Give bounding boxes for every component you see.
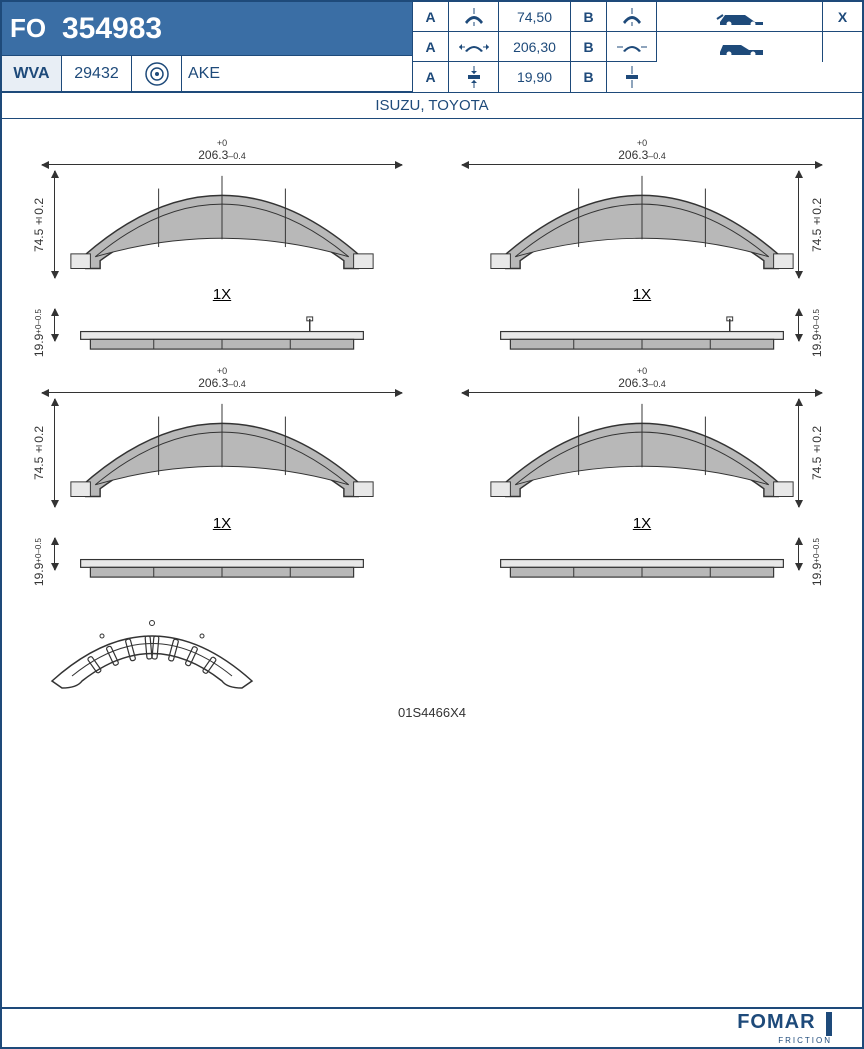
dim-b-label: B xyxy=(570,2,606,32)
axle-x-front: X xyxy=(822,2,862,32)
height-icon-b xyxy=(606,2,656,32)
shim-drawing xyxy=(32,606,272,701)
shim: 01S4466X4 xyxy=(32,606,832,720)
pad-face-drawing xyxy=(66,171,378,278)
dim-a-label: A xyxy=(412,2,448,32)
pad-face-drawing xyxy=(486,171,798,278)
system-code: AKE xyxy=(182,56,412,91)
wva-number: 29432 xyxy=(62,56,132,91)
car-front-icon xyxy=(656,2,822,32)
pad-side-drawing xyxy=(66,314,378,353)
footer: FOMAR FRICTION xyxy=(2,1007,862,1047)
part-prefix: FO xyxy=(2,13,62,44)
rotor-icon xyxy=(132,56,182,91)
wva-row: WVA 29432 AKE xyxy=(2,56,412,92)
dim-a-height: 74,50 xyxy=(498,2,570,32)
shim-code: 01S4466X4 xyxy=(32,705,832,720)
axle-x-rear xyxy=(822,32,862,62)
wva-label: WVA xyxy=(2,56,62,91)
pad-unit-2: +0 206.3–0.4 74.5±0.2 74.5±0.2 1X 19.9+0… xyxy=(452,139,832,357)
thick-icon-b xyxy=(606,62,656,92)
title-row: FO 354983 xyxy=(2,2,412,56)
header: FO 354983 WVA 29432 AKE A 74,50 B xyxy=(2,2,862,93)
pad-side-drawing xyxy=(486,542,798,581)
height-icon xyxy=(448,2,498,32)
pad-side-drawing xyxy=(66,542,378,581)
pad-face-drawing xyxy=(486,399,798,506)
dim-a-width: 206,30 xyxy=(498,32,570,62)
pad-unit-4: +0 206.3–0.4 74.5±0.2 74.5±0.2 1X 19.9+0… xyxy=(452,367,832,585)
pad-side-drawing xyxy=(486,314,798,353)
datasheet: FO 354983 WVA 29432 AKE A 74,50 B xyxy=(0,0,864,1049)
thick-icon xyxy=(448,62,498,92)
width-icon xyxy=(448,32,498,62)
technical-drawing: +0 206.3–0.4 74.5±0.2 74.5±0.2 1X 19.9+0… xyxy=(2,119,862,730)
dimension-grid: A 74,50 B X A 206,30 B A 19,90 B xyxy=(412,2,862,92)
part-number: 354983 xyxy=(62,12,162,46)
car-rear-icon xyxy=(656,32,822,62)
pad-face-drawing xyxy=(66,399,378,506)
width-icon-b xyxy=(606,32,656,62)
pad-unit-3: +0 206.3–0.4 74.5±0.2 74.5±0.2 1X 19.9+0… xyxy=(32,367,412,585)
brand-logo: FOMAR FRICTION xyxy=(737,1011,832,1045)
dim-a-thick: 19,90 xyxy=(498,62,570,92)
vehicle-makes: ISUZU, TOYOTA xyxy=(2,93,862,119)
pad-unit-1: +0 206.3–0.4 74.5±0.2 74.5±0.2 1X 19.9+0… xyxy=(32,139,412,357)
